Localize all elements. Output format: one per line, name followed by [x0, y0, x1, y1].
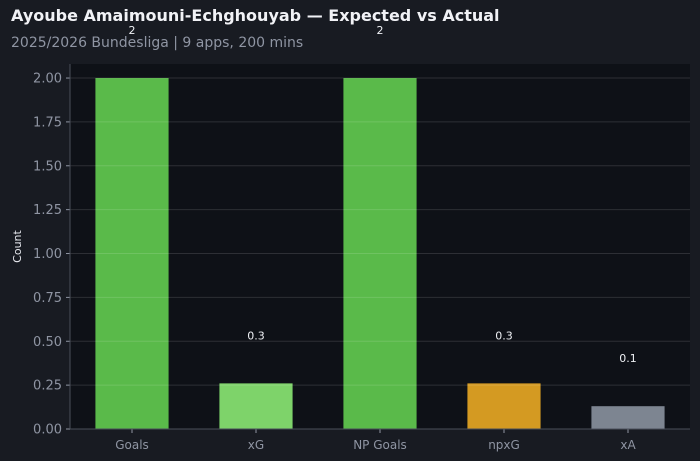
y-tick-label: 0.25	[33, 379, 62, 394]
y-tick-label: 1.50	[33, 159, 62, 174]
y-tick-label: 0.50	[33, 335, 62, 350]
data-labels: 2 0.3 2 0.3 0.1	[129, 24, 637, 365]
x-tick-label: NP Goals	[353, 438, 407, 452]
x-tick-label: Goals	[115, 438, 149, 452]
data-label: 0.3	[247, 329, 265, 342]
x-tick-label: xA	[620, 438, 636, 452]
data-label: 0.1	[619, 352, 637, 365]
y-tick-label: 1.75	[33, 115, 62, 130]
bar-npxg	[467, 383, 541, 429]
y-tick-label: 1.25	[33, 203, 62, 218]
bars-group	[95, 78, 665, 430]
bar-goals	[95, 78, 169, 430]
x-tick-label: npxG	[488, 438, 520, 452]
y-tick-label: 0.00	[33, 423, 62, 438]
data-label: 2	[377, 24, 384, 37]
y-axis: 0.00 0.25 0.50 0.75 1.00 1.25 1.50 1.75 2.00	[33, 64, 71, 438]
bar-np-goals	[343, 78, 417, 430]
y-tick-label: 1.00	[33, 247, 62, 262]
x-tick-label: xG	[248, 438, 264, 452]
chart-title: Ayoube Amaimouni-Echghouyab — Expected v…	[11, 6, 500, 25]
chart-subtitle: 2025/2026 Bundesliga | 9 apps, 200 mins	[11, 35, 304, 51]
data-label: 0.3	[495, 329, 513, 342]
y-tick-label: 2.00	[33, 72, 62, 87]
bar-xa	[591, 406, 665, 429]
y-axis-label: Count	[11, 229, 24, 262]
x-axis: Goals xG NP Goals npxG xA	[70, 428, 690, 452]
data-label: 2	[129, 24, 136, 37]
y-tick-label: 0.75	[33, 291, 62, 306]
bar-xg	[219, 383, 293, 429]
